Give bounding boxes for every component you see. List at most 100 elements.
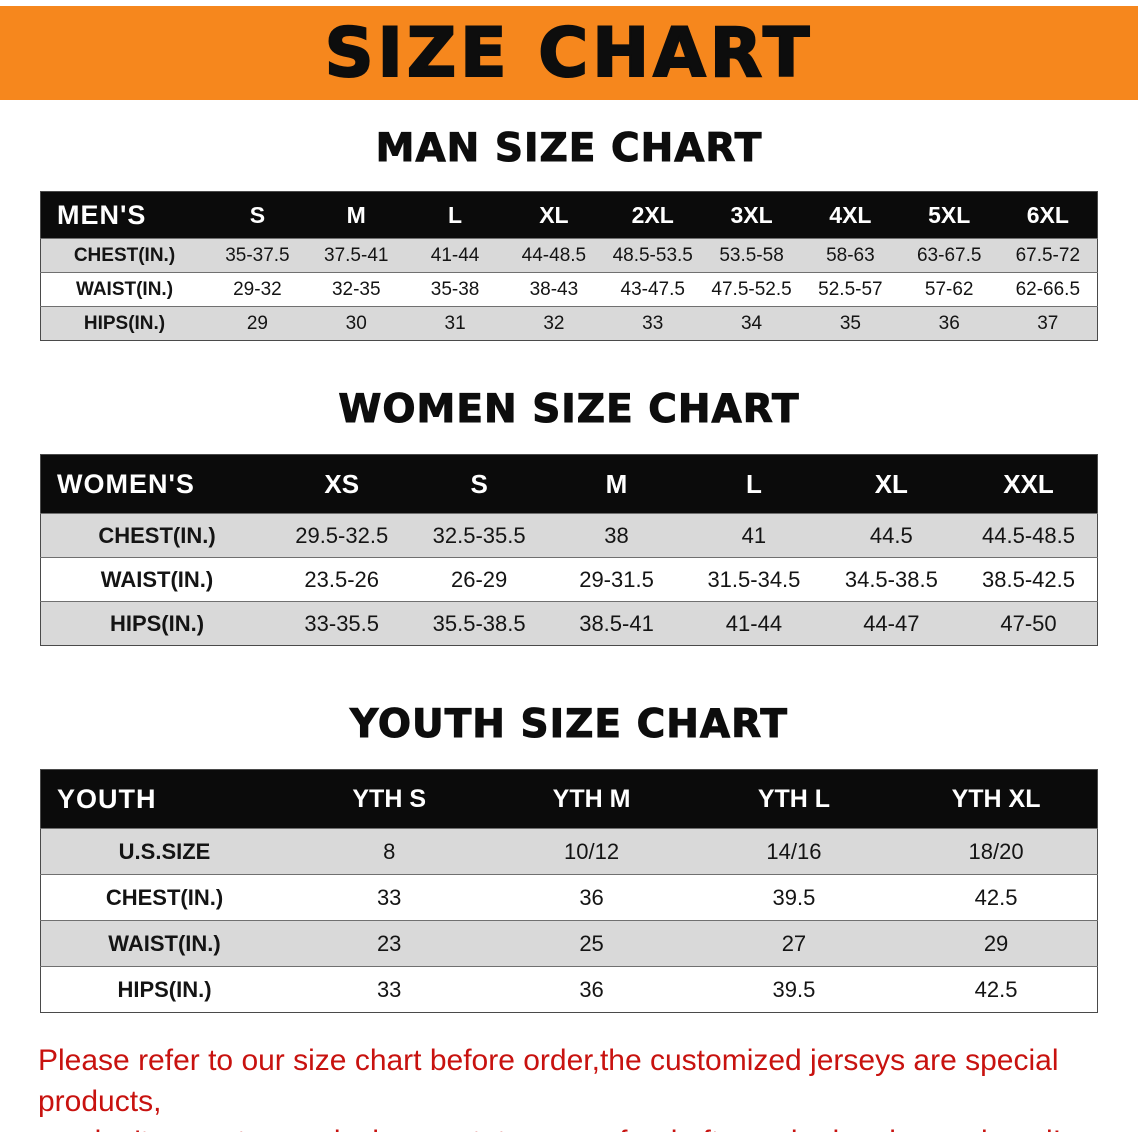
- size-value-cell: 44.5: [869, 522, 913, 548]
- size-column-header: YTH M: [490, 769, 693, 829]
- size-value-cell: 41: [741, 522, 767, 548]
- size-value-cell: 31: [444, 312, 466, 334]
- section-women: WOMEN SIZE CHART WOMEN'S XS S M L XL XXL CHEST(…: [0, 387, 1138, 646]
- size-value-cell: 32: [543, 312, 565, 334]
- row-label-cell: WAIST(IN.): [108, 930, 221, 956]
- row-label-cell: HIPS(IN.): [117, 976, 212, 1002]
- disclaimer-line-1: Please refer to our size chart before or…: [38, 1044, 1059, 1118]
- disclaimer-line-2: we don't accept cancel, change, teturn o…: [38, 1122, 1106, 1132]
- size-value-cell: 47-50: [1000, 610, 1057, 636]
- size-value-cell: 29: [983, 930, 1009, 956]
- table-title-cell: MEN'S: [40, 191, 208, 239]
- size-value-cell: 42.5: [974, 976, 1018, 1002]
- size-value-cell: 52.5-57: [818, 278, 883, 300]
- size-value-cell: 31.5-34.5: [707, 566, 801, 592]
- size-value-cell: 36: [579, 976, 604, 1002]
- size-value-cell: 26-29: [450, 566, 508, 592]
- row-label-cell: WAIST(IN.): [100, 566, 214, 592]
- size-value-cell: 37.5-41: [324, 244, 389, 266]
- size-chart-content: MAN SIZE CHART MEN'S S M L XL 2XL 3XL 4XL 5XL 6XL…: [0, 126, 1138, 1132]
- men-size-table: MEN'S S M L XL 2XL 3XL 4XL 5XL 6XL CHEST(IN.) 35-37…: [40, 191, 1098, 341]
- women-size-table: WOMEN'S XS S M L XL XXL CHEST(IN.) 29.5-32.5 32.5…: [40, 454, 1098, 646]
- size-value-cell: 44-48.5: [521, 244, 587, 266]
- size-column-header: 2XL: [603, 191, 703, 239]
- row-label-cell: CHEST(IN.): [105, 884, 224, 910]
- size-value-cell: 38-43: [529, 278, 579, 300]
- measurement-row: HIPS(IN.) 33 36 39.5 42.5: [40, 966, 1098, 1013]
- size-column-header: S: [208, 191, 307, 239]
- size-value-cell: 25: [579, 930, 604, 956]
- measurement-row: WAIST(IN.) 23.5-26 26-29 29-31.5 31.5-34.5 34…: [40, 557, 1098, 602]
- table-title-cell: WOMEN'S: [40, 454, 273, 514]
- size-column-header: 4XL: [800, 191, 900, 239]
- size-column-header: 6XL: [998, 191, 1098, 239]
- row-label-cell: WAIST(IN.): [75, 278, 174, 300]
- size-column-header: XS: [273, 454, 411, 514]
- size-value-cell: 29: [246, 312, 268, 334]
- measurement-row: HIPS(IN.) 29 30 31 32 33 34 35 36 37: [40, 306, 1098, 341]
- size-column-header: XL: [504, 191, 604, 239]
- size-value-cell: 37: [1037, 312, 1059, 334]
- size-value-cell: 43-47.5: [620, 278, 685, 300]
- size-value-cell: 38.5-41: [579, 610, 654, 636]
- size-value-cell: 35-38: [430, 278, 480, 300]
- size-value-cell: 62-66.5: [1015, 278, 1081, 300]
- table-header-row: YOUTH YTH S YTH M YTH L YTH XL: [40, 769, 1098, 829]
- youth-size-table-container: YOUTH YTH S YTH M YTH L YTH XL U.S.SIZE 8 10/12…: [40, 769, 1098, 1013]
- size-value-cell: 33-35.5: [304, 610, 380, 636]
- size-column-header: S: [410, 454, 548, 514]
- size-value-cell: 67.5-72: [1015, 244, 1081, 266]
- size-value-cell: 35-37.5: [225, 244, 290, 266]
- row-label-cell: U.S.SIZE: [118, 838, 211, 864]
- row-label-cell: CHEST(IN.): [73, 244, 176, 266]
- men-size-table-container: MEN'S S M L XL 2XL 3XL 4XL 5XL 6XL CHEST(IN.) 35-37…: [40, 191, 1098, 341]
- size-value-cell: 44.5-48.5: [982, 522, 1075, 548]
- size-value-cell: 33: [376, 884, 402, 910]
- size-value-cell: 38: [604, 522, 629, 548]
- measurement-row: CHEST(IN.) 35-37.5 37.5-41 41-44 44-48.5 48.5…: [40, 238, 1098, 273]
- row-label-cell: CHEST(IN.): [98, 522, 216, 548]
- size-value-cell: 18/20: [968, 838, 1024, 864]
- size-value-cell: 36: [579, 884, 604, 910]
- section-youth: YOUTH SIZE CHART YOUTH YTH S YTH M YTH L YTH…: [0, 702, 1138, 1013]
- measurement-row: U.S.SIZE 8 10/12 14/16 18/20: [40, 828, 1098, 875]
- size-value-cell: 53.5-58: [719, 244, 784, 266]
- measurement-row: CHEST(IN.) 33 36 39.5 42.5: [40, 874, 1098, 921]
- size-column-header: XXL: [960, 454, 1098, 514]
- size-value-cell: 39.5: [772, 976, 816, 1002]
- section-men: MAN SIZE CHART MEN'S S M L XL 2XL 3XL 4XL 5XL 6XL…: [0, 126, 1138, 341]
- size-column-header: M: [547, 454, 686, 514]
- size-column-header: XL: [822, 454, 961, 514]
- size-column-header: YTH XL: [895, 769, 1098, 829]
- size-column-header: 3XL: [702, 191, 801, 239]
- size-value-cell: 32-35: [331, 278, 381, 300]
- size-value-cell: 35.5-38.5: [432, 610, 526, 636]
- size-value-cell: 58-63: [826, 244, 875, 266]
- youth-section-heading: YOUTH SIZE CHART: [350, 702, 788, 748]
- size-value-cell: 41-44: [725, 610, 783, 636]
- size-value-cell: 47.5-52.5: [711, 278, 792, 300]
- women-section-heading: WOMEN SIZE CHART: [338, 387, 800, 433]
- size-value-cell: 32.5-35.5: [432, 522, 526, 548]
- size-value-cell: 10/12: [564, 838, 620, 864]
- youth-size-table: YOUTH YTH S YTH M YTH L YTH XL U.S.SIZE 8 10/12…: [40, 769, 1098, 1013]
- size-value-cell: 27: [781, 930, 807, 956]
- size-column-header: YTH S: [288, 769, 491, 829]
- size-value-cell: 34: [740, 312, 763, 334]
- size-value-cell: 29.5-32.5: [295, 522, 389, 548]
- row-label-cell: HIPS(IN.): [109, 610, 205, 636]
- size-value-cell: 29-32: [233, 278, 282, 300]
- size-column-header: M: [306, 191, 406, 239]
- size-value-cell: 14/16: [766, 838, 822, 864]
- size-column-header: 5XL: [899, 191, 999, 239]
- size-value-cell: 34.5-38.5: [844, 566, 938, 592]
- size-value-cell: 42.5: [974, 884, 1018, 910]
- size-value-cell: 48.5-53.5: [612, 244, 693, 266]
- size-column-header: L: [685, 454, 823, 514]
- size-value-cell: 8: [383, 838, 396, 864]
- women-size-table-container: WOMEN'S XS S M L XL XXL CHEST(IN.) 29.5-32.5 32.5…: [40, 454, 1098, 646]
- size-value-cell: 41-44: [430, 244, 480, 266]
- size-value-cell: 35: [839, 312, 861, 334]
- measurement-row: CHEST(IN.) 29.5-32.5 32.5-35.5 38 41 44.5 44.5…: [40, 513, 1098, 558]
- row-label-cell: HIPS(IN.): [83, 312, 166, 334]
